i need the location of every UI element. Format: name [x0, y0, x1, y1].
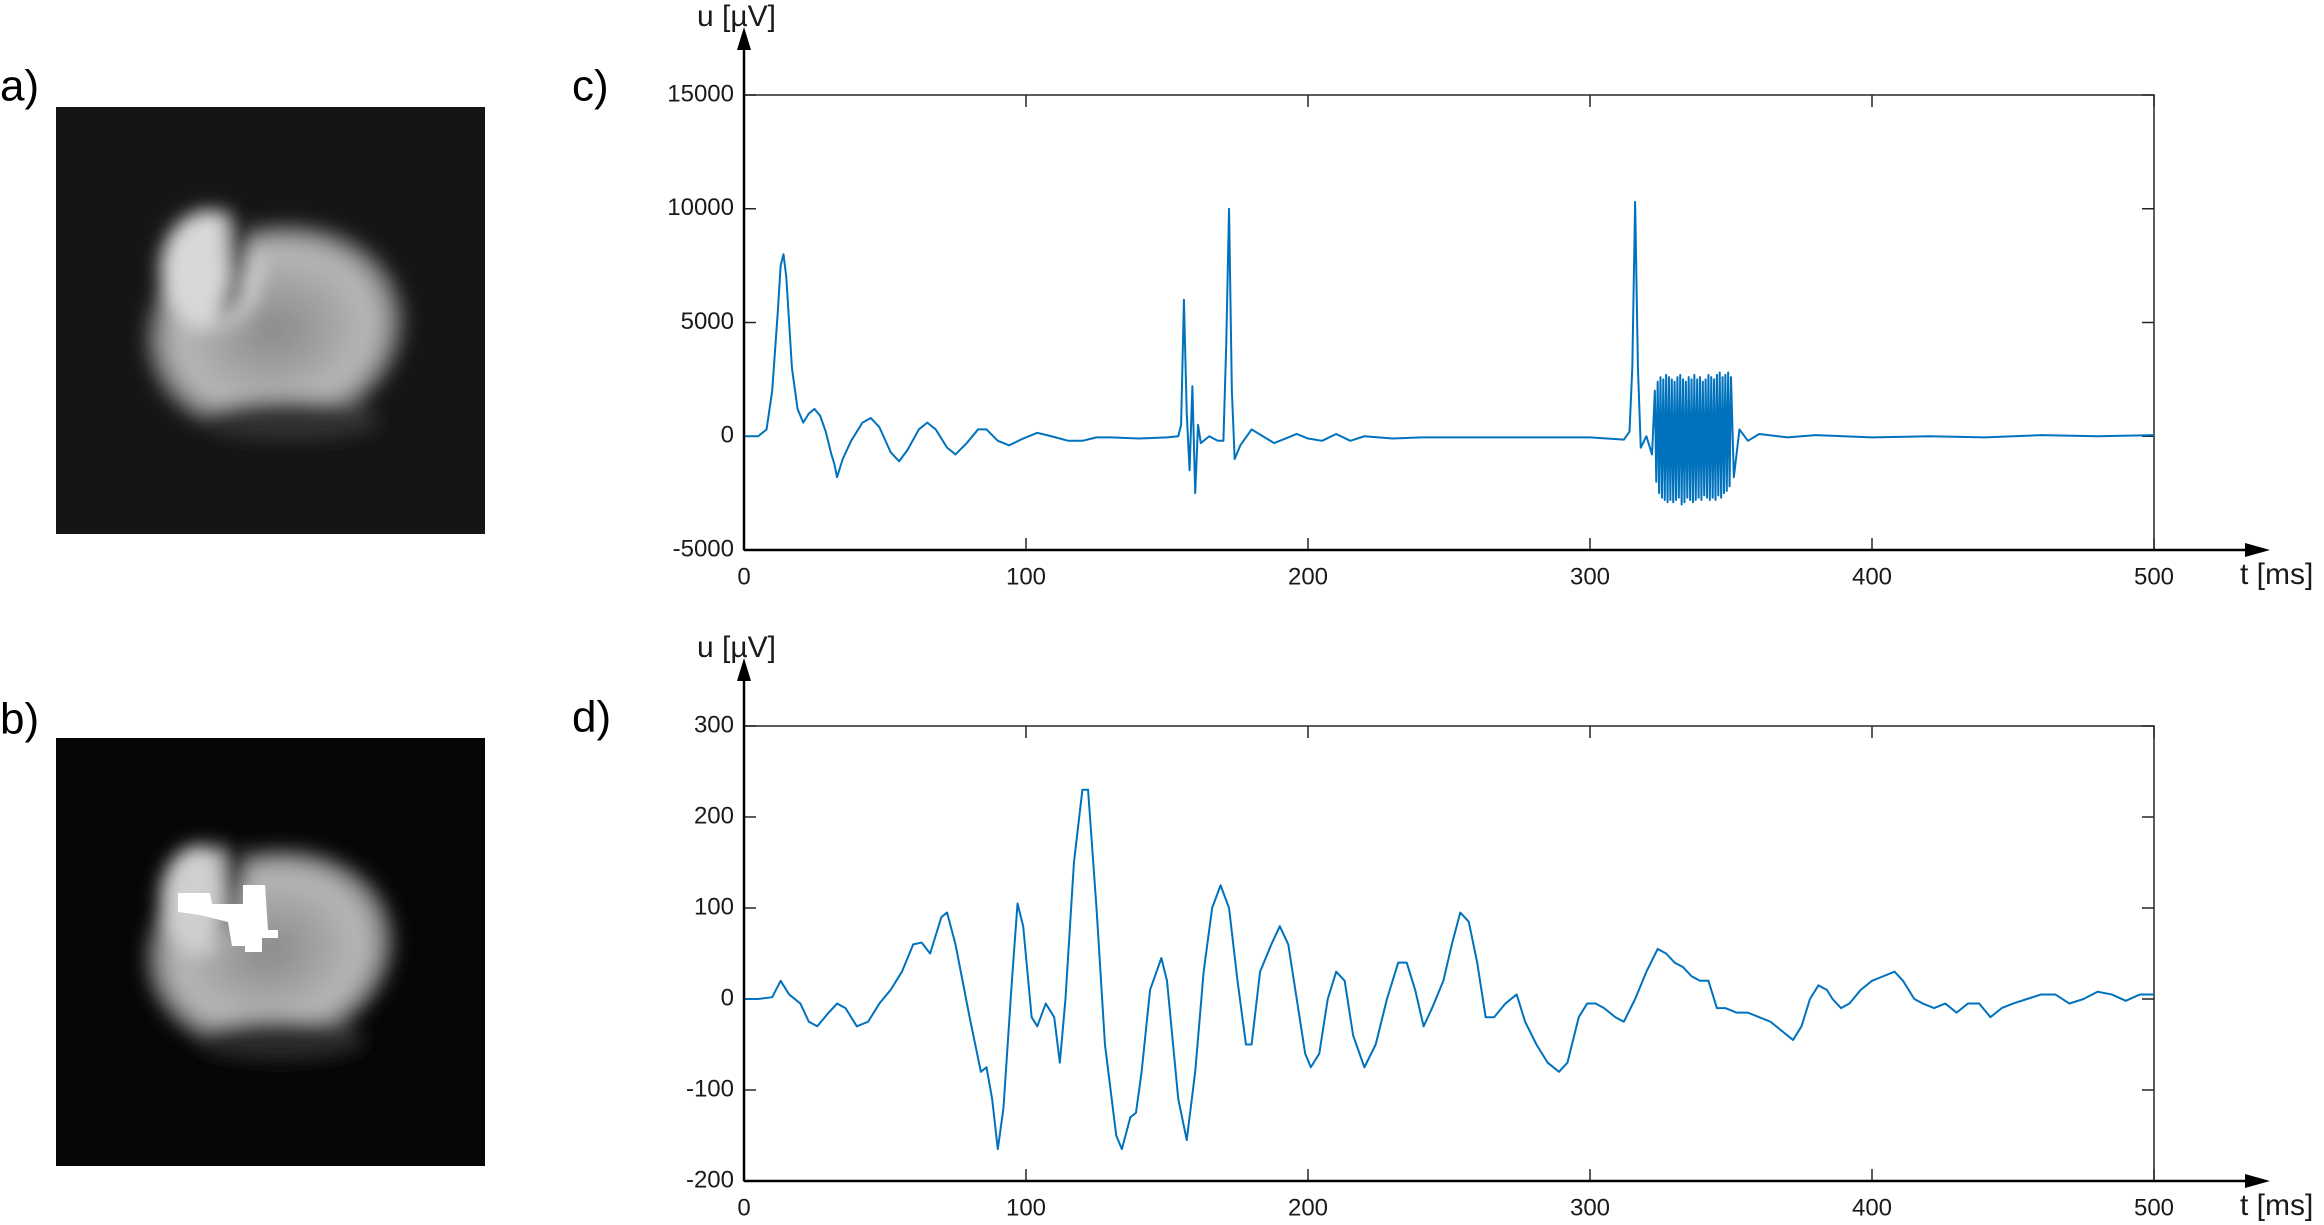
y-tick-label: -100 — [686, 1075, 734, 1102]
y-tick-label: 200 — [694, 802, 734, 829]
mri-image-b — [56, 738, 485, 1166]
y-axis-arrowhead — [737, 658, 751, 681]
y-tick-label: 100 — [694, 893, 734, 920]
panel-label: b) — [0, 695, 39, 744]
panel-label: c) — [572, 62, 609, 111]
y-tick-label: -200 — [686, 1166, 734, 1193]
plot-frame — [743, 94, 2155, 551]
x-tick-label: 100 — [1006, 563, 1046, 590]
x-tick-label: 500 — [2134, 563, 2174, 590]
y-axis-arrowhead — [737, 27, 751, 50]
x-tick-label: 0 — [737, 1194, 750, 1221]
x-tick-label: 200 — [1288, 563, 1328, 590]
x-tick-label: 100 — [1006, 1194, 1046, 1221]
y-tick-label: 0 — [721, 422, 734, 449]
x-tick-label: 500 — [2134, 1194, 2174, 1221]
x-axis-arrowhead — [2245, 1174, 2270, 1188]
x-tick-label: 400 — [1852, 563, 1892, 590]
y-tick-label: 5000 — [681, 308, 734, 335]
y-tick-label: 15000 — [667, 80, 734, 107]
mri-image-a — [56, 107, 485, 534]
x-axis-arrowhead — [2245, 543, 2270, 557]
y-tick-label: 0 — [721, 984, 734, 1011]
x-tick-label: 0 — [737, 563, 750, 590]
x-axis-label: t [ms] — [2240, 1189, 2313, 1222]
y-axis-label: u [µV] — [697, 0, 776, 33]
x-tick-label: 300 — [1570, 1194, 1610, 1221]
y-tick-label: 300 — [694, 711, 734, 738]
y-tick-label: -5000 — [673, 535, 734, 562]
y-axis-label: u [µV] — [697, 631, 776, 664]
x-tick-label: 400 — [1852, 1194, 1892, 1221]
panel-label: d) — [572, 693, 611, 742]
y-tick-label: 10000 — [667, 194, 734, 221]
panel-label: a) — [0, 62, 39, 111]
data-line — [744, 200, 2155, 506]
x-tick-label: 300 — [1570, 563, 1610, 590]
x-axis-label: t [ms] — [2240, 558, 2313, 591]
data-line — [744, 788, 2154, 1151]
x-tick-label: 200 — [1288, 1194, 1328, 1221]
